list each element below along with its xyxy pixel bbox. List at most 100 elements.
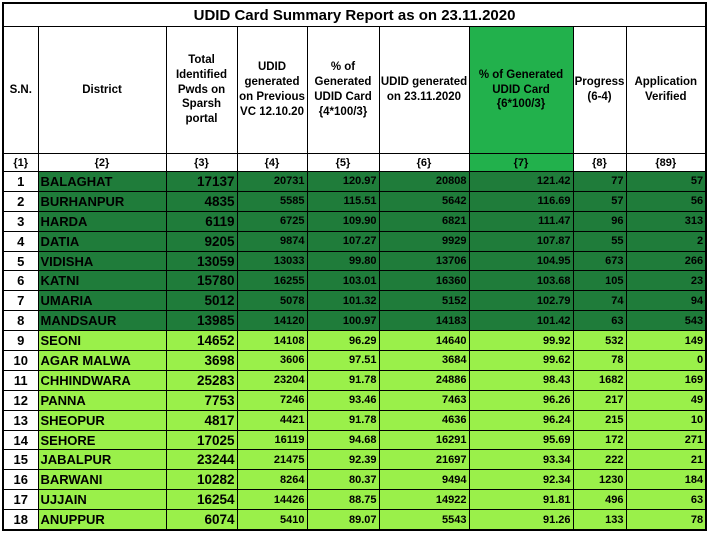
cell-udid-prev-vc: 5410 xyxy=(236,509,308,531)
cell-sn: 5 xyxy=(2,250,39,272)
cell-udid-current: 6821 xyxy=(378,210,470,232)
cell-pct-current: 101.42 xyxy=(468,310,574,332)
cell-udid-current: 24886 xyxy=(378,369,470,391)
cell-district: BARWANI xyxy=(37,469,167,491)
cell-pct-prev: 109.90 xyxy=(306,210,380,232)
cell-app-verified: 10 xyxy=(625,409,707,431)
cell-district: KATNI xyxy=(37,270,167,292)
cell-progress: 532 xyxy=(572,330,627,352)
cell-sn: 14 xyxy=(2,429,39,451)
cell-udid-current: 16360 xyxy=(378,270,470,292)
cell-udid-prev-vc: 4421 xyxy=(236,409,308,431)
cell-udid-prev-vc: 23204 xyxy=(236,369,308,391)
cell-sn: 15 xyxy=(2,449,39,471)
cell-pct-prev: 120.97 xyxy=(306,171,380,192)
column-header-app-verified: Application Verified xyxy=(625,26,707,154)
cell-district: JABALPUR xyxy=(37,449,167,471)
column-index-5: {5} xyxy=(306,153,380,172)
cell-total-identified: 3698 xyxy=(165,350,238,371)
table-row: 7 UMARIA 5012 5078 101.32 5152 102.79 74… xyxy=(2,290,707,312)
table-row: 11 CHHINDWARA 25283 23204 91.78 24886 98… xyxy=(2,369,707,391)
cell-sn: 10 xyxy=(2,350,39,371)
column-index-9: {89} xyxy=(625,153,707,172)
cell-app-verified: 313 xyxy=(625,210,707,232)
cell-app-verified: 57 xyxy=(625,171,707,192)
cell-app-verified: 94 xyxy=(625,290,707,312)
cell-udid-prev-vc: 16255 xyxy=(236,270,308,292)
cell-district: DATIA xyxy=(37,230,167,252)
cell-pct-prev: 97.51 xyxy=(306,350,380,371)
cell-pct-prev: 93.46 xyxy=(306,389,380,411)
cell-pct-current: 107.87 xyxy=(468,230,574,252)
cell-pct-current: 99.92 xyxy=(468,330,574,352)
cell-progress: 77 xyxy=(572,171,627,192)
cell-pct-prev: 92.39 xyxy=(306,449,380,471)
report-title: UDID Card Summary Report as on 23.11.202… xyxy=(2,2,707,27)
cell-sn: 2 xyxy=(2,190,39,212)
cell-district: HARDA xyxy=(37,210,167,232)
column-index-7: {7} xyxy=(468,153,574,172)
cell-district: VIDISHA xyxy=(37,250,167,272)
cell-pct-current: 98.43 xyxy=(468,369,574,391)
cell-total-identified: 17025 xyxy=(165,429,238,451)
column-header-udid-current: UDID generated on 23.11.2020 xyxy=(378,26,470,154)
cell-total-identified: 9205 xyxy=(165,230,238,252)
cell-udid-current: 20808 xyxy=(378,171,470,192)
table-row: 15 JABALPUR 23244 21475 92.39 21697 93.3… xyxy=(2,449,707,471)
cell-total-identified: 4817 xyxy=(165,409,238,431)
cell-pct-current: 91.81 xyxy=(468,489,574,511)
cell-total-identified: 17137 xyxy=(165,171,238,192)
table-row: 9 SEONI 14652 14108 96.29 14640 99.92 53… xyxy=(2,330,707,352)
column-index-row: {1} {2} {3} {4} {5} {6} {7} {8} {89} xyxy=(2,153,707,172)
cell-app-verified: 49 xyxy=(625,389,707,411)
table-row: 16 BARWANI 10282 8264 80.37 9494 92.34 1… xyxy=(2,469,707,491)
table-row: 4 DATIA 9205 9874 107.27 9929 107.87 55 … xyxy=(2,230,707,252)
cell-progress: 105 xyxy=(572,270,627,292)
cell-udid-current: 9494 xyxy=(378,469,470,491)
cell-total-identified: 7753 xyxy=(165,389,238,411)
cell-app-verified: 23 xyxy=(625,270,707,292)
cell-udid-current: 9929 xyxy=(378,230,470,252)
cell-pct-current: 93.34 xyxy=(468,449,574,471)
cell-udid-current: 13706 xyxy=(378,250,470,272)
cell-progress: 1682 xyxy=(572,369,627,391)
cell-pct-prev: 99.80 xyxy=(306,250,380,272)
cell-udid-current: 5642 xyxy=(378,190,470,212)
cell-udid-current: 5152 xyxy=(378,290,470,312)
header-row: S.N. District Total Identified Pwds on S… xyxy=(2,26,707,154)
cell-udid-prev-vc: 5078 xyxy=(236,290,308,312)
cell-pct-current: 92.34 xyxy=(468,469,574,491)
cell-pct-prev: 100.97 xyxy=(306,310,380,332)
column-header-progress: Progress (6-4) xyxy=(572,26,627,154)
cell-district: PANNA xyxy=(37,389,167,411)
table-row: 2 BURHANPUR 4835 5585 115.51 5642 116.69… xyxy=(2,190,707,212)
column-index-1: {1} xyxy=(2,153,39,172)
cell-udid-prev-vc: 21475 xyxy=(236,449,308,471)
cell-total-identified: 4835 xyxy=(165,190,238,212)
cell-sn: 11 xyxy=(2,369,39,391)
cell-sn: 1 xyxy=(2,171,39,192)
cell-sn: 17 xyxy=(2,489,39,511)
title-row: UDID Card Summary Report as on 23.11.202… xyxy=(2,2,707,27)
cell-pct-prev: 80.37 xyxy=(306,469,380,491)
table-row: 10 AGAR MALWA 3698 3606 97.51 3684 99.62… xyxy=(2,350,707,371)
column-index-6: {6} xyxy=(378,153,470,172)
cell-udid-prev-vc: 20731 xyxy=(236,171,308,192)
cell-pct-prev: 107.27 xyxy=(306,230,380,252)
cell-pct-current: 91.26 xyxy=(468,509,574,531)
cell-total-identified: 25283 xyxy=(165,369,238,391)
cell-pct-prev: 96.29 xyxy=(306,330,380,352)
column-index-8: {8} xyxy=(572,153,627,172)
column-header-udid-prev-vc: UDID generated on Previous VC 12.10.20 xyxy=(236,26,308,154)
cell-pct-current: 102.79 xyxy=(468,290,574,312)
table-row: 3 HARDA 6119 6725 109.90 6821 111.47 96 … xyxy=(2,210,707,232)
cell-sn: 9 xyxy=(2,330,39,352)
cell-sn: 7 xyxy=(2,290,39,312)
cell-progress: 133 xyxy=(572,509,627,531)
column-header-district: District xyxy=(37,26,167,154)
cell-total-identified: 13985 xyxy=(165,310,238,332)
cell-app-verified: 0 xyxy=(625,350,707,371)
cell-pct-prev: 89.07 xyxy=(306,509,380,531)
cell-district: MANDSAUR xyxy=(37,310,167,332)
cell-udid-current: 16291 xyxy=(378,429,470,451)
